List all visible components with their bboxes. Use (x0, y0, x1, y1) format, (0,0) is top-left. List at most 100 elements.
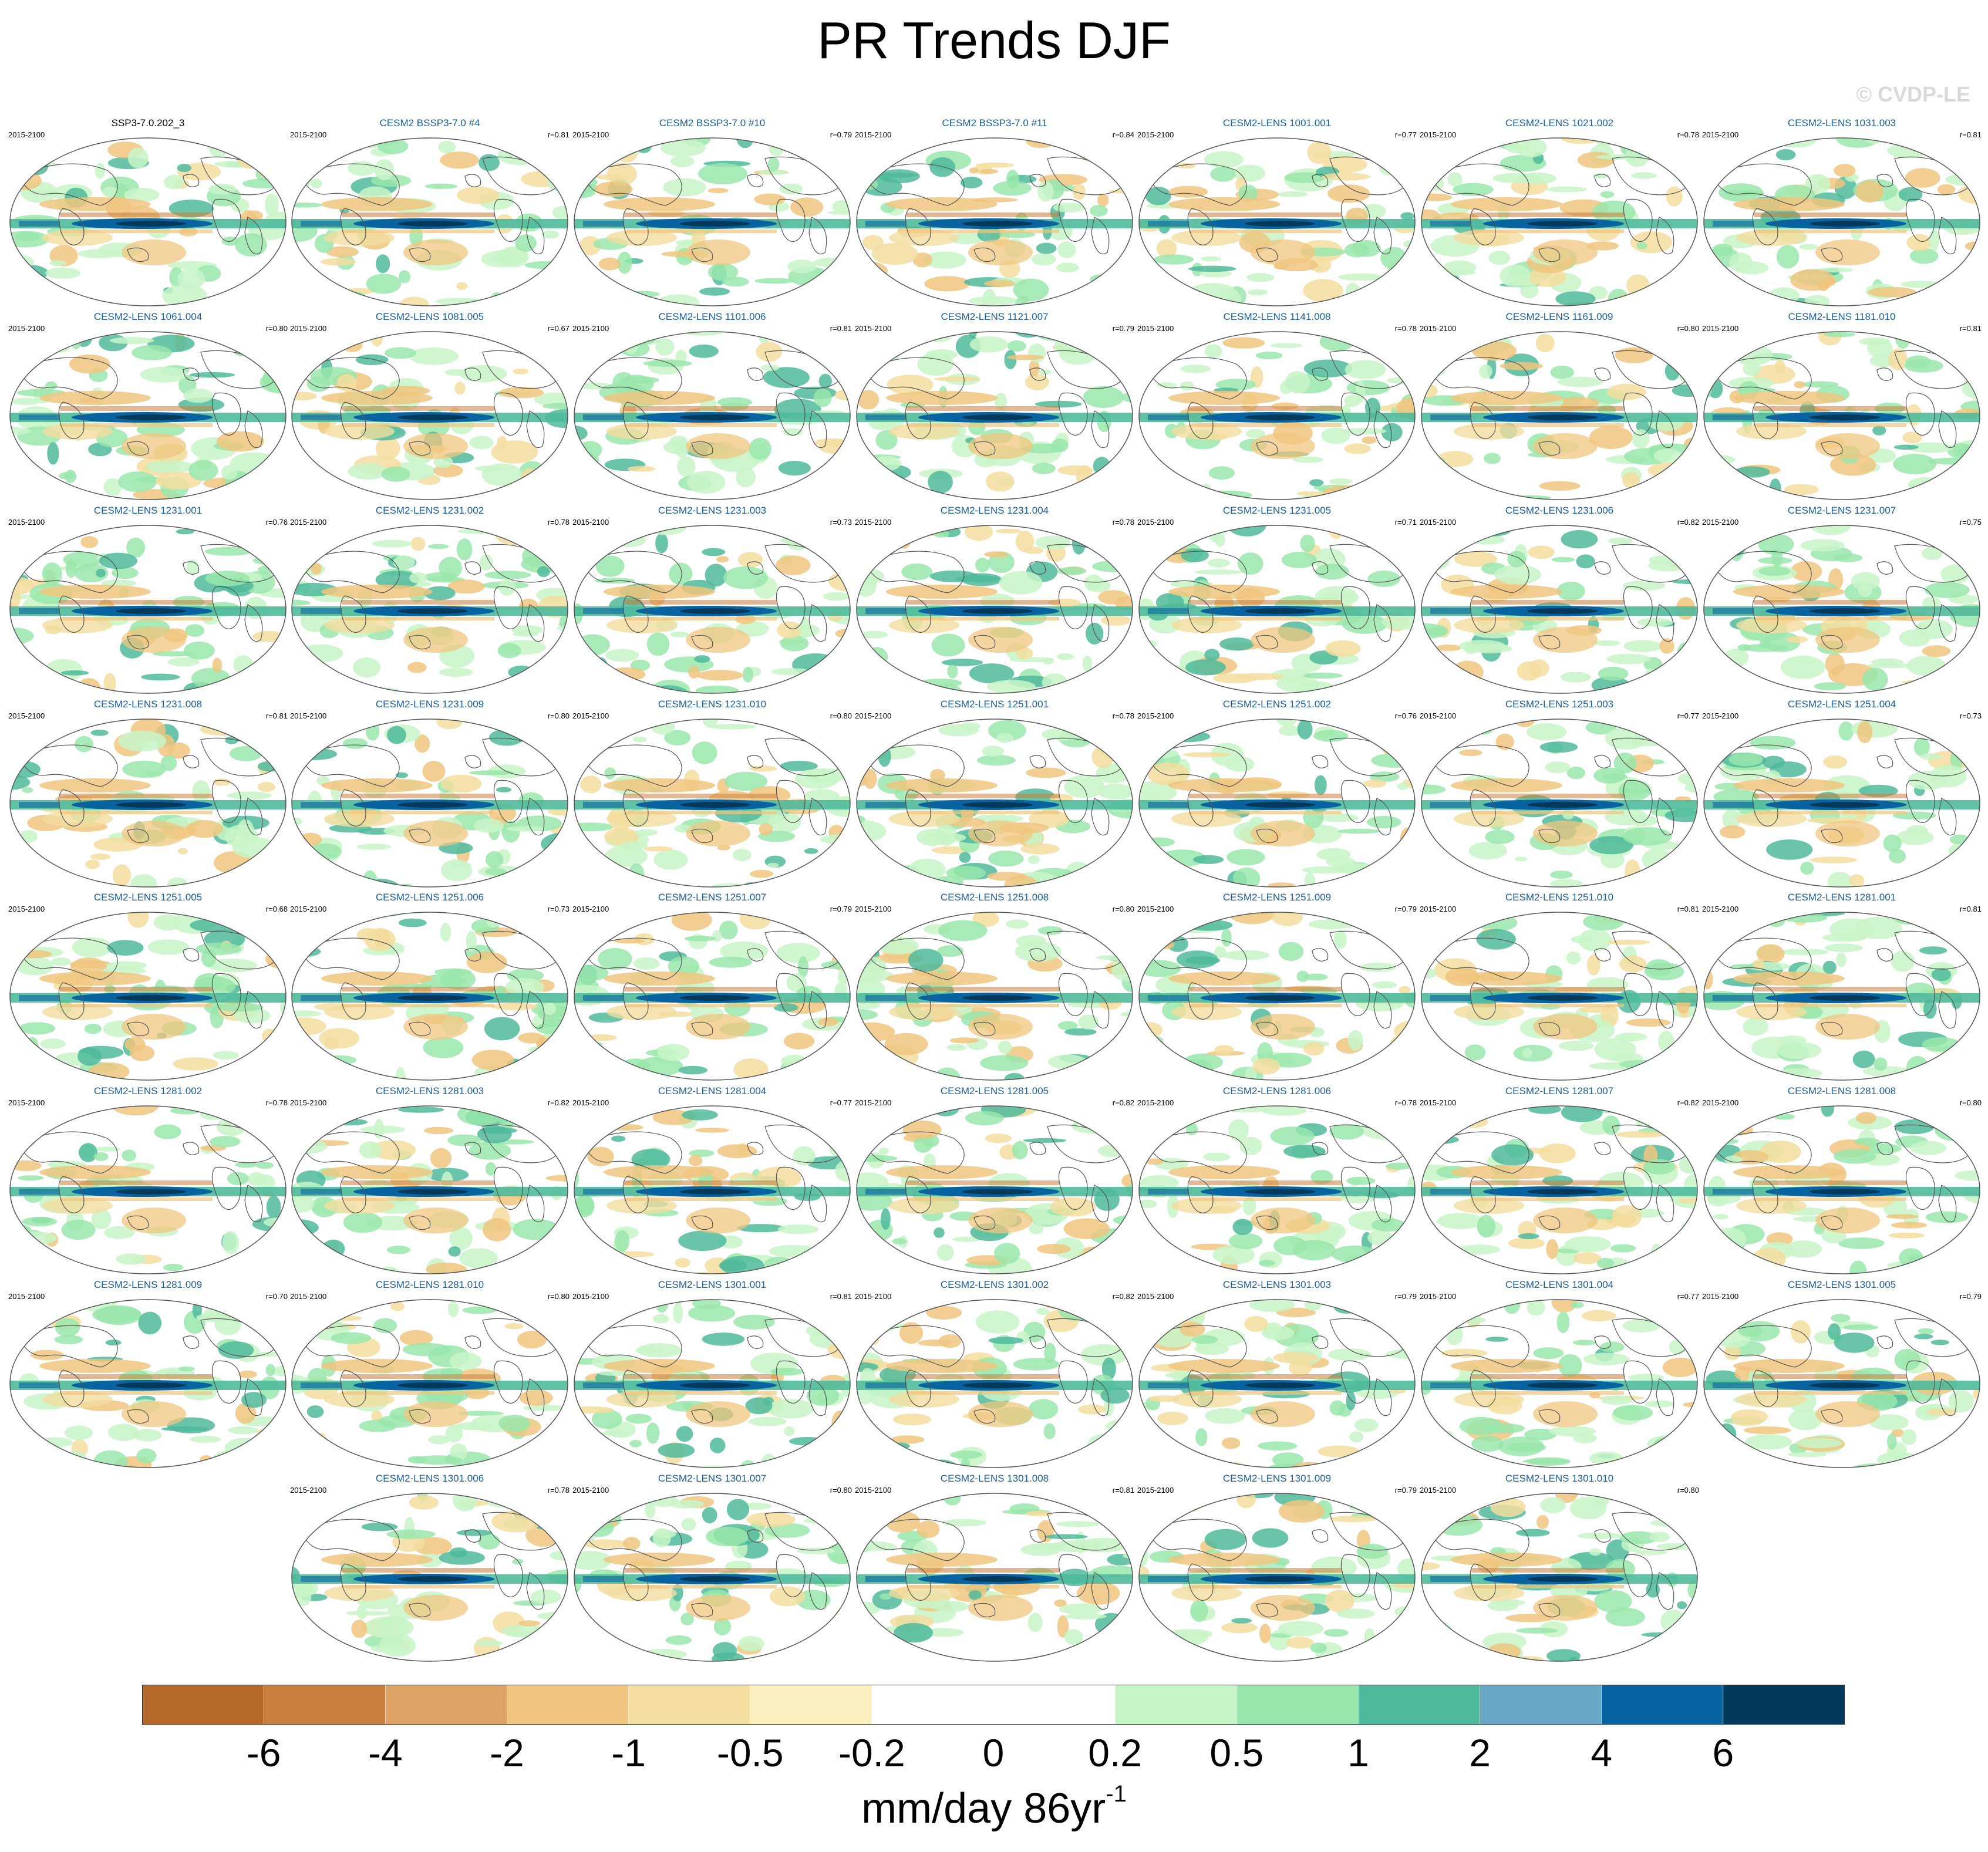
panel-model-name: CESM2-LENS 1301.006 (375, 1473, 484, 1484)
panel-correlation: r=0.78 (1394, 1098, 1417, 1107)
robinson-map (1421, 718, 1698, 888)
map-panel: CESM2-LENS 1281.008 2015-2100 r=0.80 (1701, 1085, 1983, 1279)
robinson-map (291, 912, 568, 1081)
map-panel: CESM2-LENS 1231.001 2015-2100 r=0.76 (7, 505, 289, 699)
panel-model-name: CESM2-LENS 1301.003 (1222, 1279, 1332, 1290)
colorbar-bin (1723, 1685, 1845, 1725)
panel-model-name: CESM2 BSSP3-7.0 #10 (659, 117, 766, 129)
colorbar-bin (750, 1685, 872, 1725)
panel-correlation: r=0.79 (830, 905, 852, 913)
panel-period: 2015-2100 (8, 711, 45, 720)
panel-model-name: CESM2-LENS 1121.007 (941, 311, 1049, 322)
panel-model-name: SSP3-7.0.202_3 (111, 117, 185, 129)
map-panel: CESM2-LENS 1251.010 2015-2100 r=0.81 (1418, 892, 1700, 1085)
robinson-map (9, 137, 287, 306)
map-panel: CESM2-LENS 1281.006 2015-2100 r=0.78 (1136, 1085, 1418, 1279)
colorbar-tick-label: -0.2 (838, 1731, 905, 1775)
panel-period: 2015-2100 (572, 1292, 609, 1301)
panel-model-name: CESM2-LENS 1231.007 (1787, 505, 1896, 516)
panel-model-name: CESM2-LENS 1301.002 (940, 1279, 1049, 1290)
panel-period: 2015-2100 (855, 1292, 892, 1301)
panel-model-name: CESM2-LENS 1301.001 (658, 1279, 767, 1290)
panel-period: 2015-2100 (1137, 905, 1174, 913)
colorbar-tick-label: -4 (368, 1731, 403, 1775)
panel-correlation: r=0.80 (1677, 324, 1699, 333)
panel-period: 2015-2100 (855, 1486, 892, 1495)
colorbar-tick-label: 0.2 (1088, 1731, 1143, 1775)
panel-model-name: CESM2-LENS 1231.009 (375, 699, 484, 710)
robinson-map (574, 912, 851, 1081)
panel-period: 2015-2100 (8, 518, 45, 527)
units-text: mm/day 86yr (861, 1785, 1106, 1832)
panel-model-name: CESM2-LENS 1301.005 (1787, 1279, 1896, 1290)
map-panel: CESM2-LENS 1251.009 2015-2100 r=0.79 (1136, 892, 1418, 1085)
map-panel: CESM2-LENS 1181.010 2015-2100 r=0.81 (1701, 311, 1983, 505)
robinson-map (856, 331, 1133, 500)
panel-period: 2015-2100 (855, 711, 892, 720)
panel-model-name: CESM2-LENS 1231.006 (1505, 505, 1614, 516)
map-panel: CESM2 BSSP3-7.0 #11 2015-2100 r=0.84 (854, 117, 1135, 311)
map-panel: CESM2-LENS 1251.003 2015-2100 r=0.77 (1418, 699, 1700, 892)
panel-model-name: CESM2-LENS 1281.008 (1787, 1085, 1896, 1097)
colorbar-outline (142, 1685, 1845, 1725)
panel-model-name: CESM2-LENS 1251.006 (375, 892, 484, 903)
robinson-map (291, 1493, 568, 1662)
panel-model-name: CESM2 BSSP3-7.0 #11 (942, 117, 1047, 129)
panel-correlation: r=0.73 (547, 905, 570, 913)
panel-period: 2015-2100 (8, 130, 45, 139)
panel-model-name: CESM2-LENS 1301.007 (658, 1473, 767, 1484)
panel-model-name: CESM2-LENS 1251.010 (1505, 892, 1614, 903)
robinson-map (574, 137, 851, 306)
panel-correlation: r=0.76 (1394, 711, 1417, 720)
figure-title: PR Trends DJF (817, 11, 1171, 69)
panel-correlation: r=0.82 (547, 1098, 570, 1107)
panel-model-name: CESM2-LENS 1181.010 (1788, 311, 1896, 322)
robinson-map (574, 1493, 851, 1662)
panel-correlation: r=0.82 (1677, 1098, 1699, 1107)
robinson-map (9, 331, 287, 500)
panel-model-name: CESM2-LENS 1251.008 (940, 892, 1049, 903)
colorbar-bin (1115, 1685, 1237, 1725)
panel-correlation: r=0.81 (1959, 324, 1982, 333)
map-panel: CESM2-LENS 1251.006 2015-2100 r=0.73 (289, 892, 571, 1085)
robinson-map (1421, 331, 1698, 500)
panel-correlation: r=0.78 (547, 1486, 570, 1495)
panel-model-name: CESM2-LENS 1231.001 (93, 505, 203, 516)
map-panel: CESM2-LENS 1161.009 2015-2100 r=0.80 (1418, 311, 1700, 505)
panel-model-name: CESM2-LENS 1141.008 (1223, 311, 1331, 322)
robinson-map (1703, 525, 1980, 694)
colorbar-bin (385, 1685, 507, 1725)
map-panel: CESM2-LENS 1251.004 2015-2100 r=0.73 (1701, 699, 1983, 892)
robinson-map (856, 1299, 1133, 1468)
panel-model-name: CESM2-LENS 1251.003 (1505, 699, 1614, 710)
robinson-map (574, 331, 851, 500)
panel-period: 2015-2100 (855, 518, 892, 527)
robinson-map (9, 525, 287, 694)
panel-correlation: r=0.79 (1959, 1292, 1982, 1301)
map-panel: CESM2-LENS 1281.002 2015-2100 r=0.78 (7, 1085, 289, 1279)
robinson-map (1703, 912, 1980, 1081)
panel-model-name: CESM2-LENS 1021.002 (1505, 117, 1614, 129)
map-panel: CESM2-LENS 1281.003 2015-2100 r=0.82 (289, 1085, 571, 1279)
panel-period: 2015-2100 (1137, 711, 1174, 720)
panel-model-name: CESM2-LENS 1281.010 (375, 1279, 484, 1290)
map-panel: CESM2-LENS 1301.001 2015-2100 r=0.81 (571, 1279, 853, 1473)
panel-period: 2015-2100 (1420, 1292, 1457, 1301)
panel-correlation: r=0.81 (265, 711, 288, 720)
panel-model-name: CESM2-LENS 1231.004 (940, 505, 1049, 516)
panel-period: 2015-2100 (1420, 324, 1457, 333)
colorbar-labels: -6 -4 -2 -1 -0.5 -0.2 0 0.2 0.5 1 2 4 6 (0, 1730, 1988, 1777)
map-panel: CESM2-LENS 1231.002 2015-2100 r=0.78 (289, 505, 571, 699)
robinson-map (574, 1299, 851, 1468)
panel-correlation: r=0.80 (830, 711, 852, 720)
panel-model-name: CESM2-LENS 1301.010 (1505, 1473, 1614, 1484)
panel-model-name: CESM2-LENS 1101.006 (658, 311, 766, 322)
panel-model-name: CESM2-LENS 1301.009 (1222, 1473, 1332, 1484)
map-panel: CESM2-LENS 1251.005 2015-2100 r=0.68 (7, 892, 289, 1085)
map-panel: CESM2-LENS 1061.004 2015-2100 r=0.80 (7, 311, 289, 505)
panel-period: 2015-2100 (1420, 905, 1457, 913)
panel-correlation: r=0.79 (1394, 1486, 1417, 1495)
robinson-map (574, 1105, 851, 1274)
panel-period: 2015-2100 (572, 130, 609, 139)
map-panel: CESM2-LENS 1001.001 2015-2100 r=0.77 (1136, 117, 1418, 311)
